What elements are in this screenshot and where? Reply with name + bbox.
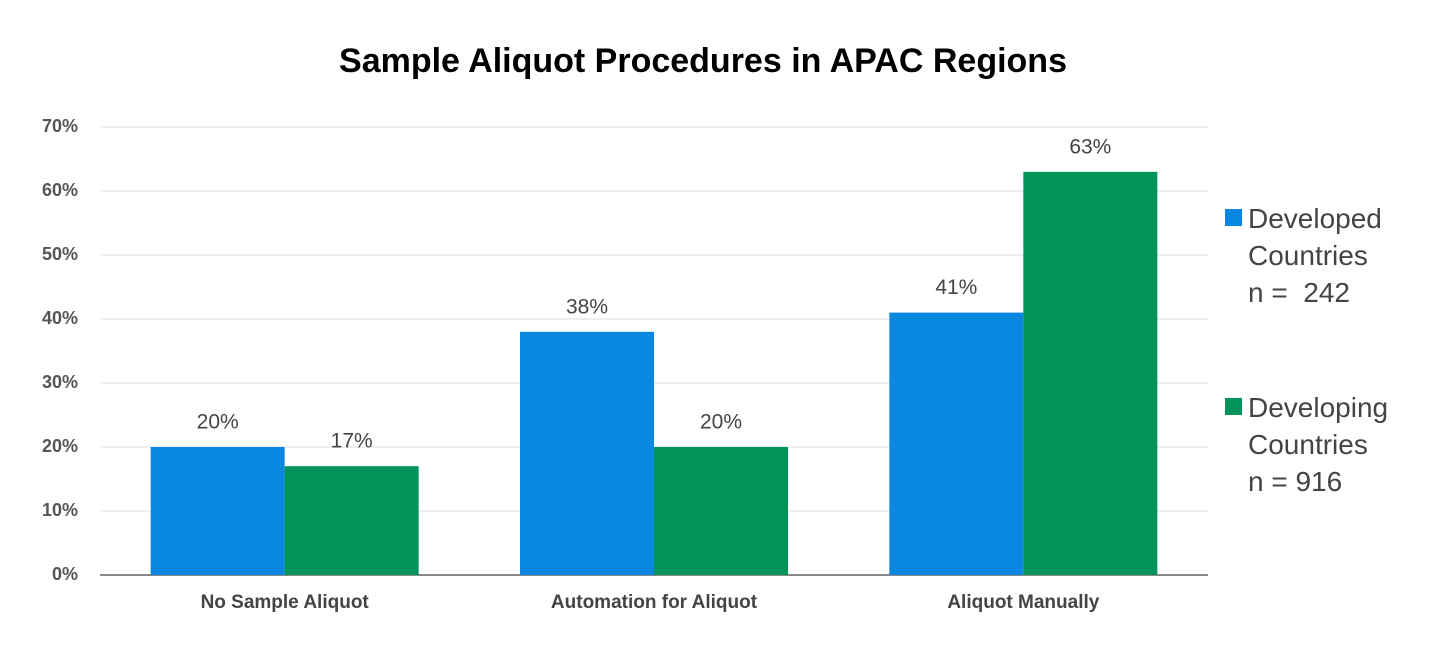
bar [889, 312, 1024, 575]
y-tick-label: 60% [42, 180, 78, 200]
bar [654, 447, 788, 575]
legend-item: Developing Countries n = 916 [1225, 389, 1388, 500]
legend-item: Developed Countries n = 242 [1225, 200, 1382, 311]
legend-swatch [1225, 209, 1242, 226]
value-label: 20% [197, 411, 239, 434]
value-label: 41% [935, 276, 977, 299]
value-label: 17% [331, 430, 373, 453]
y-tick-label: 20% [42, 436, 78, 456]
legend-label: Developing Countries n = 916 [1248, 392, 1389, 497]
value-label: 38% [566, 295, 608, 318]
y-tick-label: 0% [52, 564, 78, 584]
bar [1023, 171, 1158, 576]
value-label: 63% [1069, 135, 1111, 158]
y-tick-label: 50% [42, 244, 78, 264]
y-tick-label: 40% [42, 308, 78, 328]
legend-swatch [1225, 398, 1242, 415]
x-tick-label: Aliquot Manually [947, 592, 1099, 613]
bar [150, 447, 285, 575]
chart-title: Sample Aliquot Procedures in APAC Region… [339, 42, 1067, 80]
y-tick-label: 70% [42, 116, 78, 136]
legend-label: Developed Countries n = 242 [1248, 203, 1382, 308]
x-tick-label: Automation for Aliquot [551, 592, 758, 613]
bar [520, 331, 654, 575]
y-tick-label: 10% [42, 500, 78, 520]
x-tick-label: No Sample Aliquot [201, 592, 370, 613]
y-tick-label: 30% [42, 372, 78, 392]
value-label: 20% [700, 411, 742, 434]
bar [284, 466, 419, 575]
